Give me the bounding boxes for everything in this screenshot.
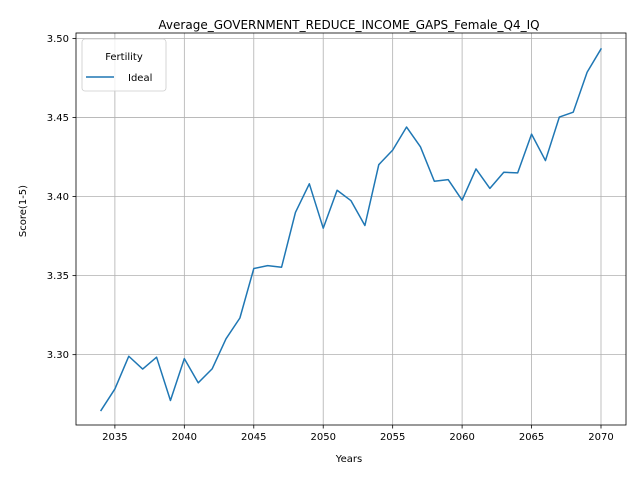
y-tick-label: 3.40 (47, 192, 69, 203)
x-tick-label: 2045 (241, 432, 266, 443)
x-tick-label: 2060 (449, 432, 474, 443)
x-tick-label: 2055 (380, 432, 405, 443)
x-tick-label: 2065 (519, 432, 544, 443)
y-tick-label: 3.50 (47, 34, 69, 45)
y-tick-label: 3.35 (47, 271, 69, 282)
legend-title: Fertility (105, 52, 143, 63)
y-tick-label: 3.45 (47, 113, 69, 124)
legend-entry-ideal: Ideal (128, 73, 152, 84)
series-line-ideal (99, 47, 603, 412)
x-axis-label: Years (335, 454, 362, 465)
legend: Fertility Ideal (81, 38, 167, 92)
plot-frame (75, 32, 627, 426)
series-layer (99, 47, 603, 412)
x-tick-label: 2035 (102, 432, 127, 443)
chart-title: Average_GOVERNMENT_REDUCE_INCOME_GAPS_Fe… (158, 18, 539, 32)
y-tick-label: 3.30 (47, 350, 69, 361)
x-tick-label: 2070 (588, 432, 613, 443)
y-axis-ticks: 3.30 3.35 3.40 3.45 3.50 (47, 34, 76, 361)
grid-lines (76, 33, 626, 425)
x-tick-label: 2050 (310, 432, 335, 443)
x-axis-ticks: 2035 2040 2045 2050 2055 2060 2065 2070 (102, 425, 614, 443)
legend-box (81, 38, 167, 92)
y-axis-label: Score(1-5) (18, 185, 29, 237)
x-tick-label: 2040 (172, 432, 197, 443)
